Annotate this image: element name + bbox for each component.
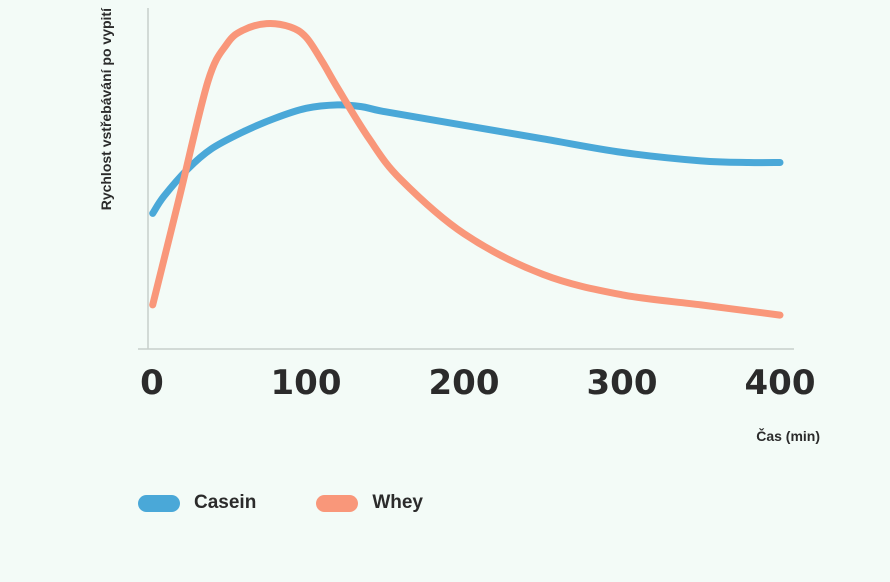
series-line-whey[interactable] <box>149 19 784 319</box>
x-tick-label: 400 <box>745 363 816 403</box>
legend-swatch-casein <box>138 494 180 512</box>
legend-item-whey[interactable]: Whey <box>316 492 423 514</box>
x-tick-label: 200 <box>429 363 500 403</box>
x-tick-label: 100 <box>271 363 342 403</box>
series-line-casein[interactable] <box>149 101 784 217</box>
y-axis-title: Rychlost vstřebávání po vypití <box>98 7 114 210</box>
x-tick-label: 300 <box>587 363 658 403</box>
x-tick-labels: 0 100 200 300 400 <box>140 363 815 403</box>
x-axis-title: Čas (min) <box>756 427 820 444</box>
legend: Casein Whey <box>138 492 483 514</box>
legend-label-casein: Casein <box>194 492 257 513</box>
x-tick-label: 0 <box>140 363 164 403</box>
legend-swatch-whey <box>316 494 359 512</box>
legend-label-whey: Whey <box>372 492 423 513</box>
legend-item-casein[interactable]: Casein <box>138 492 256 514</box>
series-layer <box>149 19 784 319</box>
